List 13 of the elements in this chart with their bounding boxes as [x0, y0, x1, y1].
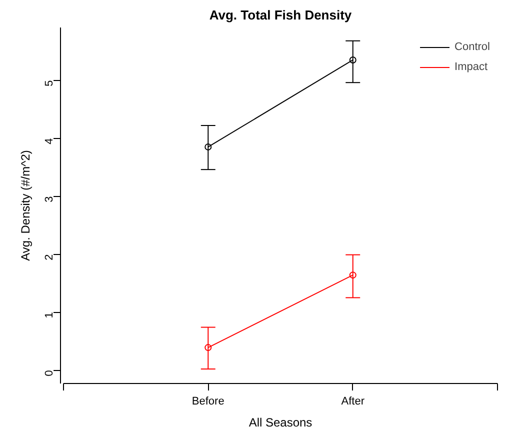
y-tick-label: 2	[44, 254, 56, 260]
chart-title: Avg. Total Fish Density	[209, 8, 352, 22]
x-tick-label: After	[341, 396, 365, 408]
x-axis-title: All Seasons	[248, 416, 312, 430]
y-tick-label: 3	[44, 196, 56, 202]
y-tick-label: 4	[44, 138, 56, 144]
y-tick-label: 1	[44, 312, 56, 318]
y-tick-label: 5	[44, 80, 56, 86]
y-axis-title: Avg. Density (#/m^2)	[18, 150, 32, 261]
x-tick-label: Before	[192, 396, 224, 408]
legend-label: Impact	[454, 61, 488, 73]
legend-label: Control	[454, 41, 490, 53]
y-tick-label: 0	[44, 370, 56, 376]
